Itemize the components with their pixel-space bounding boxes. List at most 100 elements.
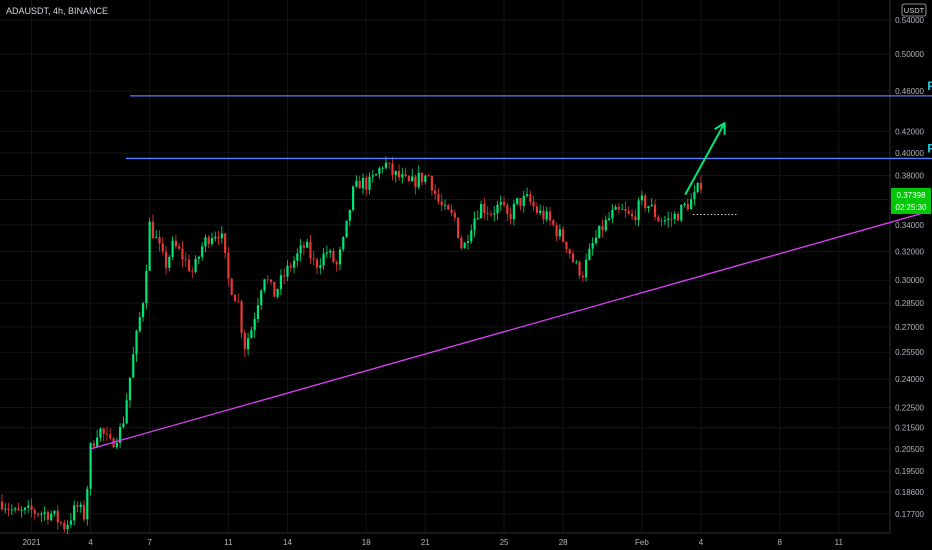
projection-arrow[interactable] xyxy=(684,121,726,196)
last-price-value: 0.37398 xyxy=(897,191,926,200)
candle-down xyxy=(332,247,335,264)
currency-button[interactable]: USDT xyxy=(901,3,927,17)
candle-up xyxy=(69,513,72,529)
y-tick-label: 0.42000 xyxy=(895,127,924,136)
y-tick-label: 0.50000 xyxy=(895,50,924,59)
candle-up xyxy=(585,253,588,282)
candle-up xyxy=(201,241,204,261)
resistance-r1-label: R1 xyxy=(927,141,932,155)
candle-down xyxy=(434,184,437,200)
candle-up xyxy=(640,190,644,206)
candle-up xyxy=(96,429,99,449)
candle-up xyxy=(253,312,256,338)
candle-down xyxy=(181,240,184,268)
candle-down xyxy=(309,234,312,265)
candle-down xyxy=(420,172,424,186)
candle-up xyxy=(401,168,404,184)
candle-down xyxy=(450,204,453,217)
candle-up xyxy=(493,206,496,222)
candle-down xyxy=(529,190,532,206)
currency-label: USDT xyxy=(904,6,925,15)
x-tick-label: 8 xyxy=(778,538,783,547)
x-tick-label: 21 xyxy=(421,538,430,547)
candle-up xyxy=(43,506,46,521)
candle-up xyxy=(148,217,151,272)
candle-down xyxy=(502,196,506,208)
candle-down xyxy=(335,260,338,272)
candle-down xyxy=(699,175,703,194)
y-axis-ticks: 0.54000 0.50000 0.46000 0.42000 0.40000 0.380… xyxy=(895,16,924,519)
candle-down xyxy=(191,266,194,279)
candle-down xyxy=(187,254,191,273)
candle-down xyxy=(653,199,657,221)
candle-up xyxy=(204,234,207,253)
candle-up xyxy=(322,247,325,270)
candle-up xyxy=(276,288,279,299)
candle-up xyxy=(99,427,102,442)
candle-up xyxy=(470,224,473,244)
candle-down xyxy=(578,260,581,280)
candle-up xyxy=(23,506,27,515)
candle-up xyxy=(663,215,666,225)
candle-down xyxy=(571,250,575,263)
candle-down xyxy=(82,500,86,523)
candle-up xyxy=(545,206,548,223)
candle-up xyxy=(155,230,158,239)
candles xyxy=(0,156,703,535)
candle-down xyxy=(315,257,319,275)
vertical-gridlines xyxy=(31,0,840,533)
candle-up xyxy=(299,238,302,262)
candle-up xyxy=(214,231,217,242)
candle-down xyxy=(174,234,177,249)
candle-up xyxy=(680,204,683,223)
x-axis-ticks: 2021 4 7 11 14 18 21 25 28 Feb 4 8 11 xyxy=(23,538,844,547)
candle-up xyxy=(683,202,686,208)
candle-up xyxy=(614,204,617,211)
support-trendline[interactable] xyxy=(90,210,932,450)
candle-up xyxy=(611,204,614,223)
y-tick-label: 0.22500 xyxy=(895,404,924,413)
candle-up xyxy=(50,510,53,522)
candle-up xyxy=(338,246,342,270)
candle-down xyxy=(63,519,66,533)
candle-up xyxy=(588,243,591,261)
x-tick-label: Feb xyxy=(635,538,649,547)
candle-up xyxy=(220,226,223,244)
candle-up xyxy=(40,511,43,523)
candle-up xyxy=(135,329,138,363)
candle-down xyxy=(460,235,463,250)
candle-up xyxy=(394,170,397,183)
candle-up xyxy=(604,215,607,233)
y-tick-label: 0.27000 xyxy=(895,323,924,332)
y-tick-label: 0.30000 xyxy=(895,276,924,285)
candle-down xyxy=(184,252,187,268)
x-tick-label: 7 xyxy=(147,538,152,547)
candle-down xyxy=(676,211,680,221)
candle-down xyxy=(562,226,565,243)
candle-down xyxy=(634,209,637,226)
candle-up xyxy=(260,288,263,311)
candle-up xyxy=(594,230,598,246)
x-tick-label: 25 xyxy=(500,538,509,547)
candle-up xyxy=(352,185,355,212)
x-tick-label: 28 xyxy=(559,538,568,547)
y-tick-label: 0.19500 xyxy=(895,467,924,476)
x-tick-label: 2021 xyxy=(23,538,41,547)
candle-down xyxy=(581,270,584,283)
candle-up xyxy=(512,200,516,226)
y-tick-label: 0.24000 xyxy=(895,375,924,384)
candle-down xyxy=(312,250,315,266)
candle-down xyxy=(233,294,237,302)
candle-down xyxy=(237,293,240,303)
candle-up xyxy=(292,256,296,274)
candle-down xyxy=(627,206,630,216)
y-tick-label: 0.32000 xyxy=(895,248,924,257)
candle-down xyxy=(397,164,401,181)
candle-up xyxy=(125,393,128,425)
candle-up xyxy=(479,200,483,219)
candle-up xyxy=(89,442,92,496)
resistance-r2-label: R2 xyxy=(927,79,932,93)
candle-up xyxy=(355,175,358,188)
candle-up xyxy=(696,182,699,194)
